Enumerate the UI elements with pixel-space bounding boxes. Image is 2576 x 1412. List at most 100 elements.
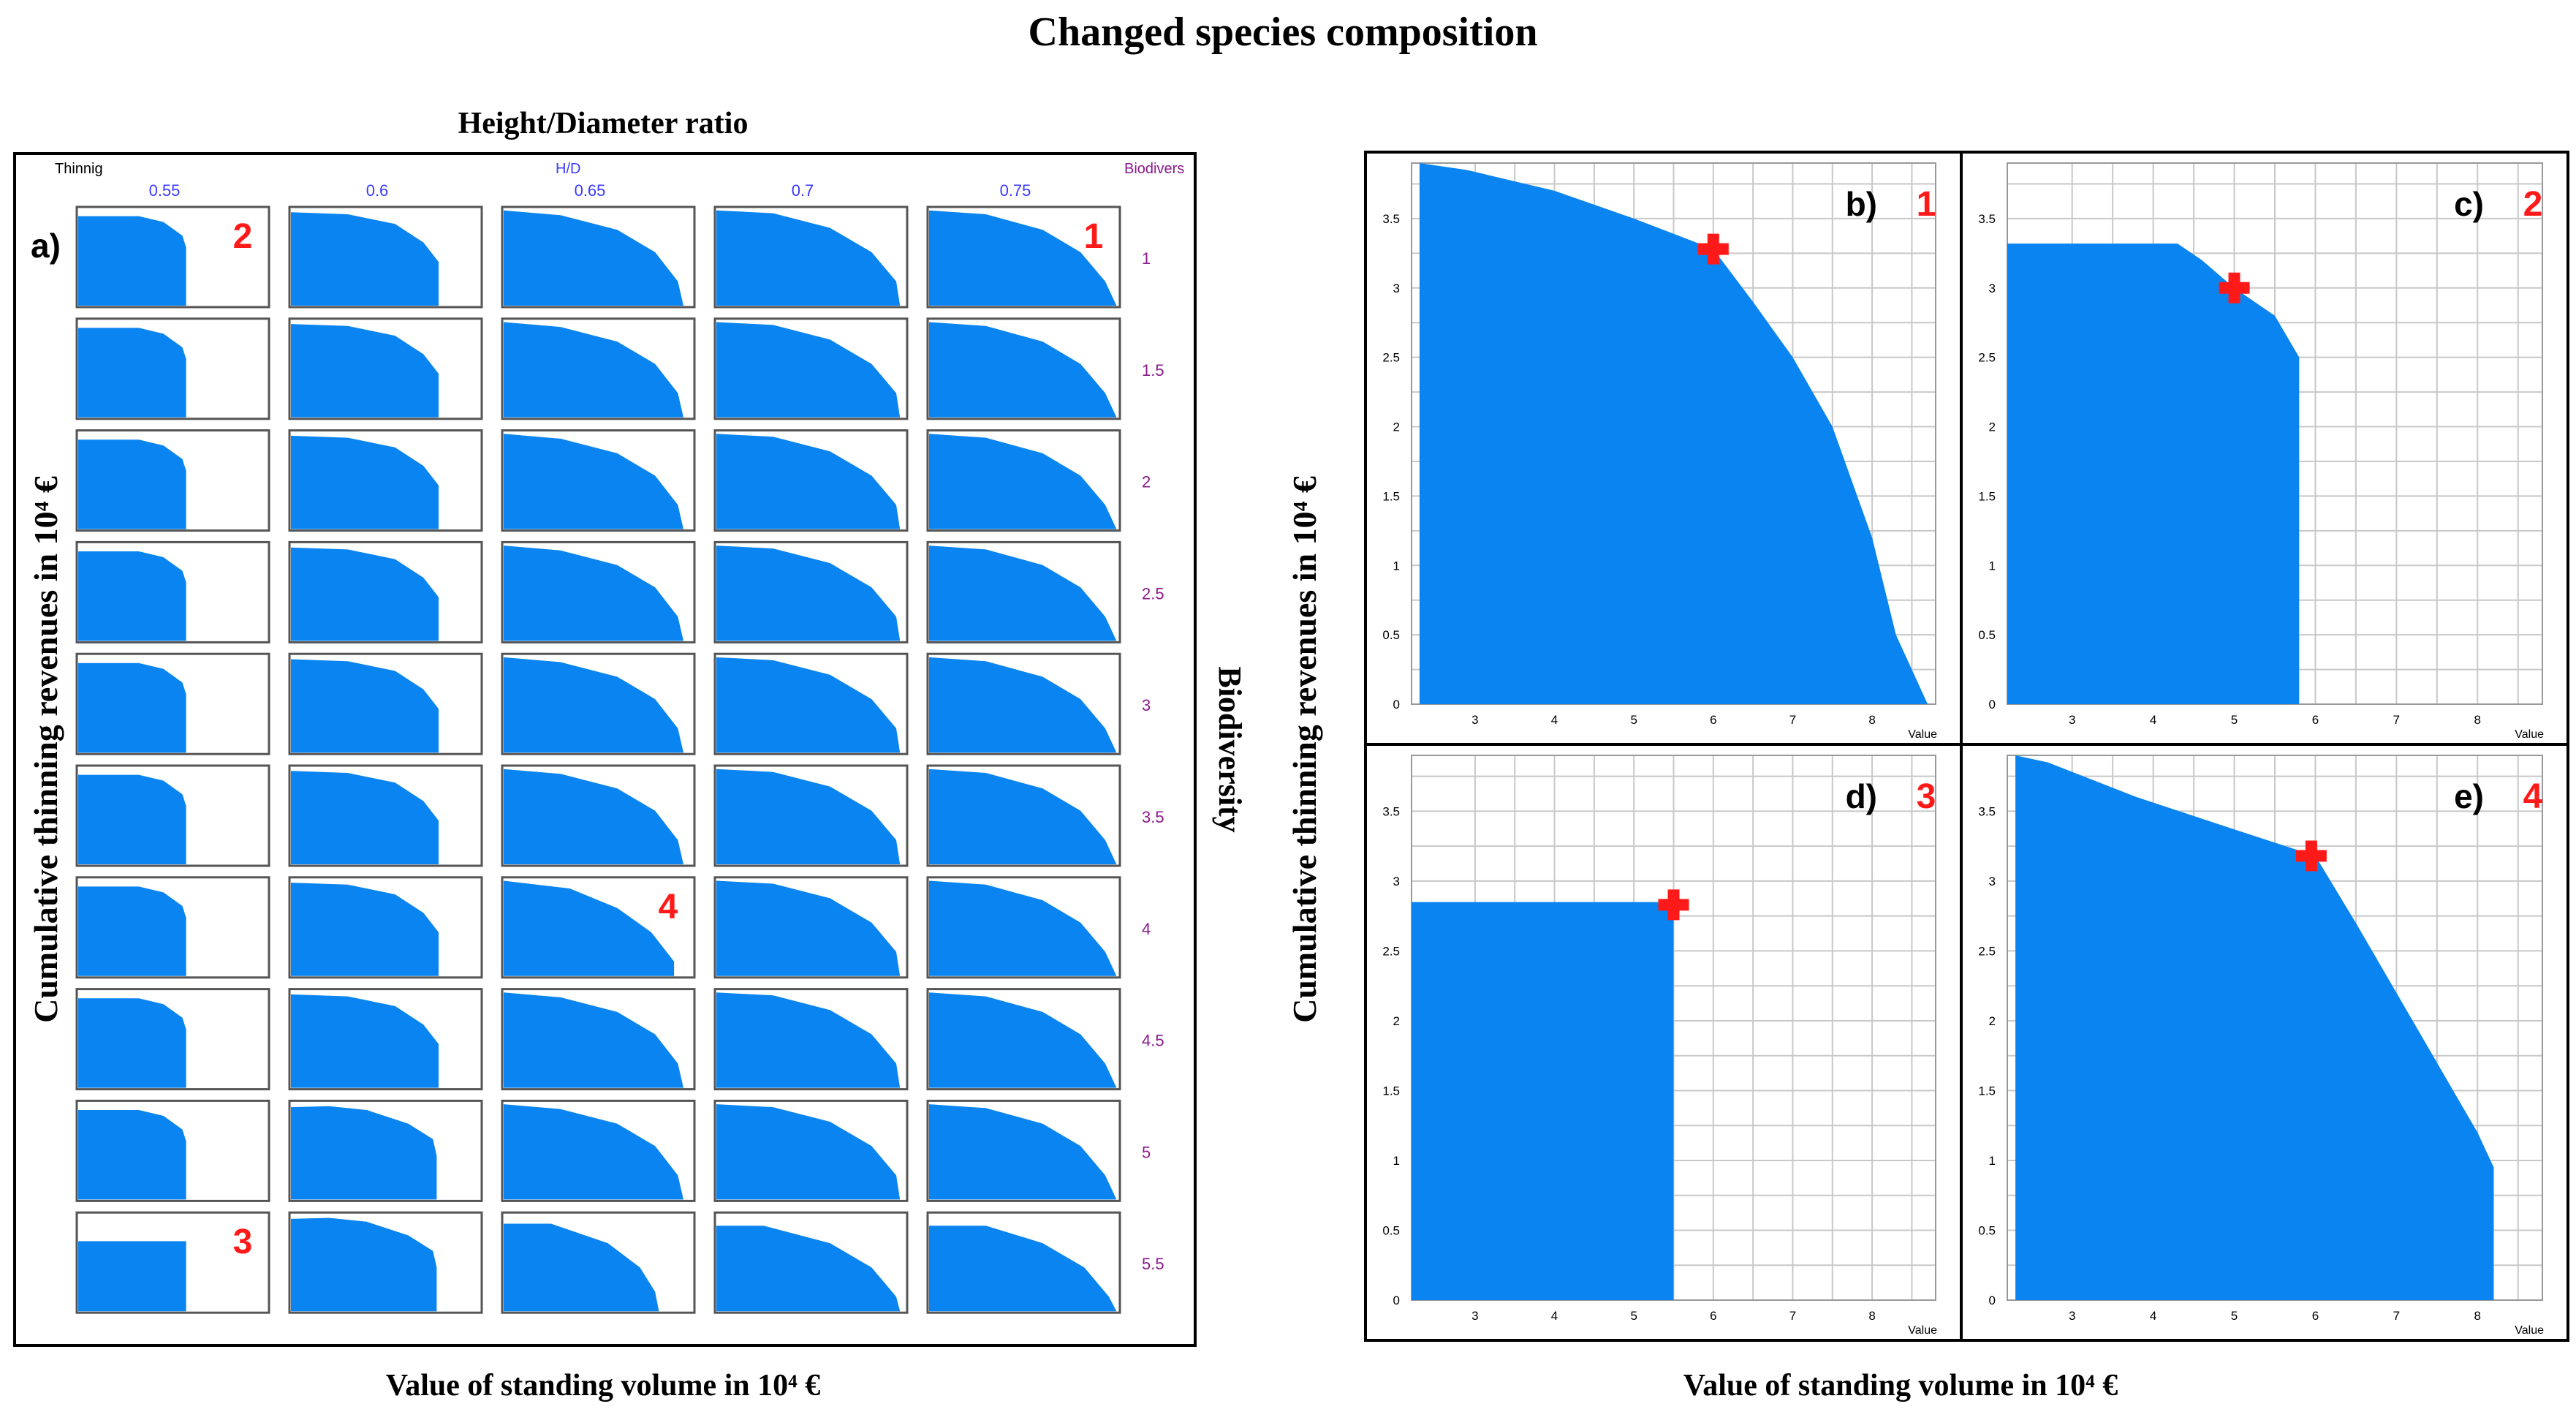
y-tick-label: 2 [1393, 420, 1400, 434]
mini-chart-area [716, 322, 901, 418]
panel-callout: 3 [1917, 777, 1936, 816]
x-tick-label: 8 [1868, 713, 1875, 727]
mini-chart-area [78, 1241, 186, 1312]
mini-chart-area [291, 1217, 437, 1312]
x-tick-label: 8 [2474, 713, 2481, 727]
mini-chart-cell [288, 317, 483, 420]
y-tick-label: 0 [1989, 1294, 1996, 1307]
x-tick-label: 6 [1710, 1309, 1716, 1323]
y-tick-label: 2.5 [1382, 944, 1400, 958]
x-tick-label: 6 [2312, 1309, 2319, 1323]
hd-label: 0.55 [149, 181, 181, 200]
y-tick-label: 3.5 [1382, 804, 1400, 818]
panel-letter: d) [1846, 777, 1877, 815]
x-tick-label: 3 [1471, 713, 1478, 727]
y-tick-label: 1.5 [1382, 1084, 1400, 1098]
biodiversity-label: 4 [1142, 920, 1151, 938]
biodiversity-label: 5.5 [1142, 1255, 1164, 1273]
x-tick-label: 8 [2474, 1309, 2481, 1323]
hd-labels: 0.55 0.6 0.65 0.7 0.75 [149, 181, 1031, 200]
biodiversity-label: 2.5 [1142, 584, 1164, 603]
x-tick-label: 8 [1868, 1309, 1875, 1323]
mini-chart-cell [75, 317, 270, 420]
mini-chart-cell [713, 1211, 909, 1314]
chart-panel: 3 4 5 6 7 8 0 0.5 1 1.5 2 2.5 3 3.5 Value e) 4 [1960, 743, 2569, 1342]
x-tick-label: 7 [1789, 1309, 1796, 1323]
mini-chart-area [78, 439, 186, 529]
mini-chart-cell [288, 764, 483, 867]
y-tick-label: 3 [1989, 282, 1996, 295]
panel-a-ylabel: Cumulative thinning revenues in 10⁴ € [27, 476, 64, 1023]
y-tick-label: 3.5 [1382, 212, 1400, 226]
panel-a-corner-right: Biodivers [1124, 161, 1184, 177]
hd-label: 0.7 [792, 181, 814, 200]
mini-chart-area [716, 1226, 901, 1312]
mini-chart-area [504, 880, 675, 976]
x-axis-label: Value [2515, 1324, 2544, 1337]
mini-chart-cell [288, 876, 483, 979]
x-tick-label: 5 [2231, 1309, 2238, 1323]
y-tick-label: 3 [1989, 875, 1996, 888]
mini-chart-cell [926, 205, 1121, 309]
right-xlabel: Value of standing volume in 10⁴ € [1683, 1369, 2118, 1402]
mini-chart-cell [501, 764, 696, 867]
mini-chart-cell [501, 540, 696, 643]
hd-label: 0.65 [575, 181, 606, 200]
mini-chart-cell [713, 1099, 909, 1202]
x-axis-label: Value [1908, 728, 1937, 741]
mini-chart-area [78, 998, 186, 1088]
y-tick-label: 0 [1393, 1294, 1400, 1307]
mini-chart-area [929, 769, 1117, 864]
panel-a-top-title: Height/Diameter ratio [458, 107, 749, 140]
biodiversity-label: 1 [1142, 249, 1151, 268]
mini-chart-area [929, 545, 1117, 641]
mini-chart-cell [501, 205, 696, 309]
mini-chart-cell [75, 988, 270, 1091]
x-tick-label: 4 [2150, 713, 2156, 727]
mini-chart-area [504, 769, 683, 864]
y-tick-label: 0 [1989, 698, 1996, 711]
mini-chart-area [291, 771, 439, 864]
panels-b-to-e: 3 4 5 6 7 8 0 0.5 1 1.5 2 2.5 3 3.5 Value b) 1 3 4 5 6 7 8 0 0.5… [1364, 151, 2569, 1342]
mini-chart-cell [75, 429, 270, 532]
mini-chart-cell [75, 1211, 270, 1314]
y-tick-label: 1.5 [1978, 1084, 1996, 1098]
biodiversity-label: 5 [1142, 1143, 1151, 1161]
mini-chart-area [291, 435, 439, 529]
mini-chart-area [291, 659, 439, 753]
mini-chart-cell [288, 429, 483, 532]
mini-chart-area [716, 880, 901, 976]
mini-chart-area [291, 324, 439, 418]
mini-chart-area [929, 880, 1117, 976]
frontier-area [2007, 243, 2300, 705]
mini-chart-cell [288, 205, 483, 309]
y-tick-label: 1 [1989, 559, 1996, 573]
mini-chart-area [504, 992, 683, 1088]
mini-chart-cell [713, 764, 909, 867]
x-tick-label: 7 [1789, 713, 1796, 727]
mini-chart-cell [713, 652, 909, 755]
panel-callout: 2 [2523, 185, 2543, 224]
mini-chart-area [78, 662, 186, 753]
y-tick-label: 2.5 [1978, 351, 1996, 365]
mini-chart-cell [713, 317, 909, 420]
hd-label: 0.6 [366, 181, 389, 200]
y-tick-label: 0.5 [1978, 628, 1996, 642]
mini-chart-cell [501, 1211, 696, 1314]
mini-chart-cell [926, 764, 1121, 867]
mini-chart-cell [926, 540, 1121, 643]
x-tick-label: 4 [1551, 713, 1558, 727]
mini-chart-cell [501, 429, 696, 532]
y-tick-label: 0.5 [1978, 1223, 1996, 1237]
x-axis-label: Value [1908, 1324, 1937, 1337]
panel-a-callout: 2 [233, 217, 253, 256]
mini-chart-area [716, 657, 901, 753]
x-tick-label: 3 [2069, 713, 2075, 727]
x-tick-label: 5 [1630, 1309, 1637, 1323]
frontier-area [1419, 163, 1928, 704]
y-tick-label: 1.5 [1382, 489, 1400, 503]
mini-chart-cell [926, 429, 1121, 532]
chart-panel: 3 4 5 6 7 8 0 0.5 1 1.5 2 2.5 3 3.5 Value d) 3 [1364, 743, 1963, 1342]
x-tick-label: 4 [1551, 1309, 1558, 1323]
